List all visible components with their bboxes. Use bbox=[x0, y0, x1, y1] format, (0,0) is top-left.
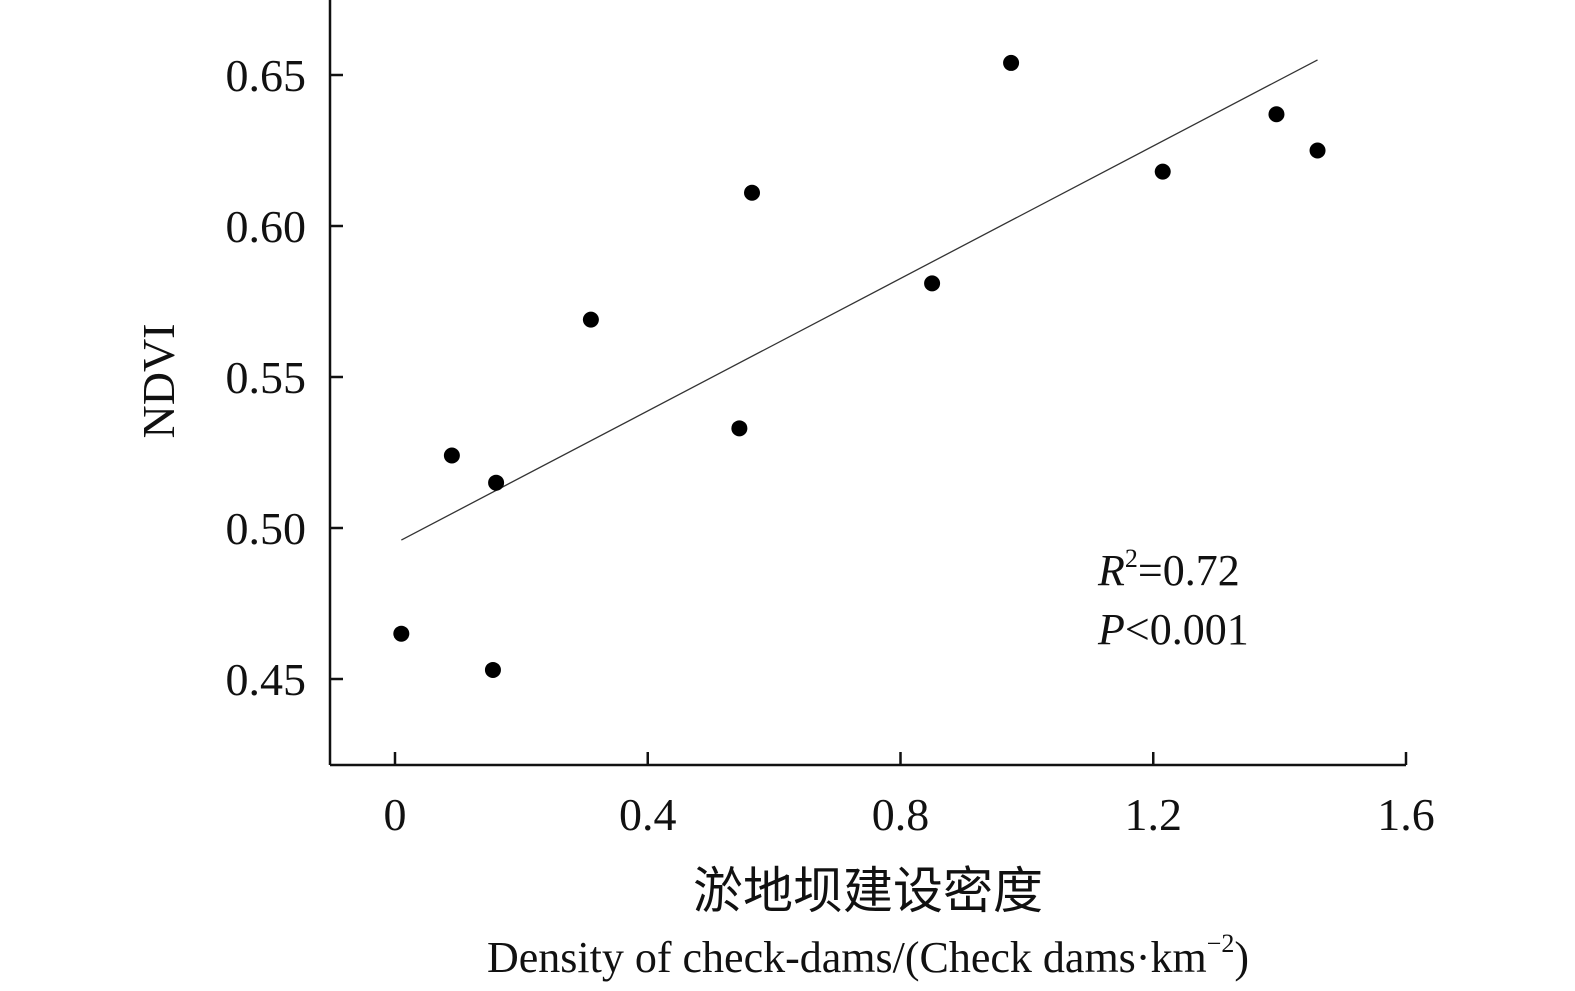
data-point bbox=[1309, 142, 1326, 159]
x-tick-label: 0.8 bbox=[872, 789, 930, 840]
r2-value: =0.72 bbox=[1138, 546, 1240, 595]
y-tick-label: 0.45 bbox=[226, 654, 307, 705]
axes bbox=[328, 0, 1406, 767]
y-tick-label: 0.60 bbox=[226, 201, 307, 252]
data-point bbox=[924, 275, 941, 292]
data-points bbox=[393, 54, 1326, 678]
y-tick-label: 0.50 bbox=[226, 503, 307, 554]
data-point bbox=[484, 661, 501, 678]
x-axis-title-en: Density of check-dams/(Check dams·km−2) bbox=[487, 929, 1249, 982]
y-tick-label: 0.65 bbox=[226, 50, 307, 101]
x-tick-label: 1.6 bbox=[1377, 789, 1435, 840]
r2-sup: 2 bbox=[1125, 544, 1138, 573]
data-point bbox=[443, 447, 460, 464]
y-tick-label: 0.55 bbox=[226, 352, 307, 403]
trend-line bbox=[401, 59, 1318, 541]
r2-symbol: R bbox=[1097, 546, 1125, 595]
x-axis-title-en-sup: −2 bbox=[1207, 929, 1235, 958]
p-value: <0.001 bbox=[1125, 605, 1249, 654]
data-point bbox=[488, 474, 505, 491]
x-axis-title-en-tail: ) bbox=[1234, 933, 1249, 982]
x-axis-title-en-main: Density of check-dams/(Check dams·km bbox=[487, 933, 1207, 982]
x-tick-label: 0.4 bbox=[619, 789, 677, 840]
p-value-annotation: P<0.001 bbox=[1097, 605, 1249, 654]
r-squared-annotation: R2=0.72 bbox=[1097, 544, 1240, 595]
data-point bbox=[1003, 54, 1020, 71]
data-point bbox=[1154, 163, 1171, 180]
p-symbol: P bbox=[1097, 605, 1125, 654]
x-tick-label: 1.2 bbox=[1125, 789, 1183, 840]
x-tick-label: 0 bbox=[384, 789, 407, 840]
y-axis-title: NDVI bbox=[133, 324, 184, 439]
data-point bbox=[1268, 106, 1285, 123]
x-ticks: 0 0.4 0.8 1.2 1.6 bbox=[384, 752, 1435, 840]
x-axis-title-cn: 淤地坝建设密度 bbox=[693, 863, 1043, 919]
data-point bbox=[731, 420, 748, 437]
y-ticks: 0.45 0.50 0.55 0.60 0.65 bbox=[226, 50, 343, 705]
data-point bbox=[393, 625, 410, 642]
data-point bbox=[582, 311, 599, 328]
data-point bbox=[744, 184, 761, 201]
